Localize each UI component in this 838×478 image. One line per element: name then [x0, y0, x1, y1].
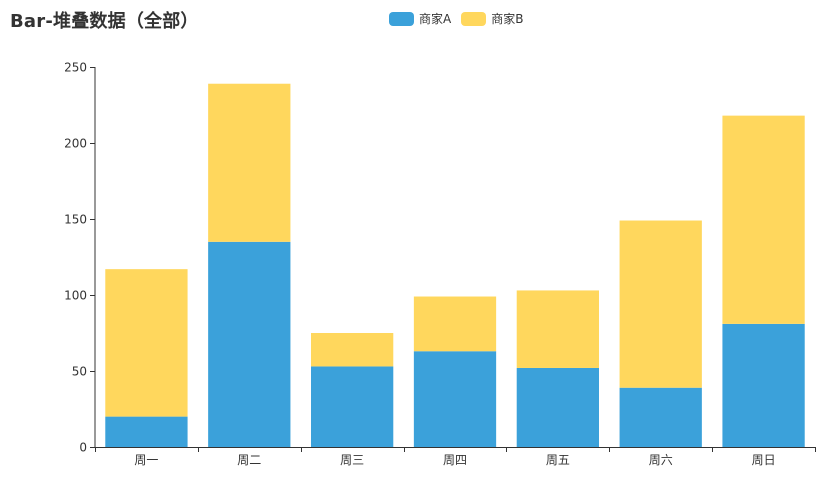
bar-segment[interactable]	[516, 290, 599, 368]
bar-segment[interactable]	[619, 220, 702, 388]
bar-segment[interactable]	[619, 387, 702, 447]
bar-segment[interactable]	[105, 269, 188, 417]
x-tick-label: 周六	[649, 453, 673, 467]
chart-title: Bar-堆叠数据（全部）	[10, 11, 199, 32]
bar-segment[interactable]	[311, 333, 394, 367]
y-tick-label: 250	[64, 61, 87, 75]
bar-segment[interactable]	[722, 115, 805, 324]
legend-swatch-icon	[389, 11, 414, 26]
bar-segment[interactable]	[208, 241, 291, 447]
bar-segment[interactable]	[105, 416, 188, 447]
x-tick-label: 周日	[752, 453, 776, 467]
bar-segment[interactable]	[413, 296, 497, 352]
y-tick-label: 50	[72, 365, 87, 379]
legend-item-merchant-a[interactable]: 商家A	[389, 10, 451, 27]
legend: 商家A 商家B	[389, 10, 533, 27]
legend-item-merchant-b[interactable]: 商家B	[461, 10, 523, 27]
y-tick-label: 200	[64, 137, 87, 151]
y-tick-label: 0	[79, 441, 87, 455]
y-tick-label: 100	[64, 289, 87, 303]
x-tick-label: 周三	[340, 453, 364, 467]
bar-segment[interactable]	[722, 323, 805, 447]
x-tick-label: 周四	[443, 453, 467, 467]
legend-label: 商家B	[491, 12, 524, 26]
x-tick-label: 周一	[134, 453, 158, 467]
x-tick-label: 周二	[237, 453, 261, 467]
bar-segment[interactable]	[413, 351, 497, 447]
legend-swatch-icon	[461, 11, 487, 26]
y-tick-label: 150	[64, 213, 87, 227]
legend-label: 商家A	[419, 12, 452, 26]
x-tick-label: 周五	[546, 453, 570, 467]
bar-segment[interactable]	[311, 366, 394, 447]
bar-segment[interactable]	[208, 83, 291, 242]
bar-segment[interactable]	[516, 367, 599, 447]
